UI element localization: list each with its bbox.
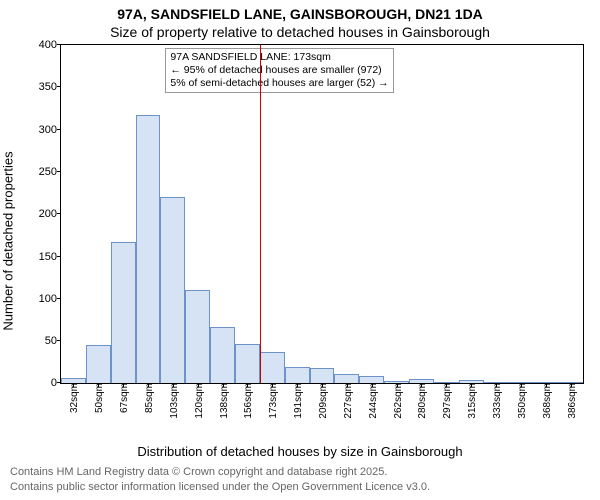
- x-tick-label: 350sqm: [517, 383, 528, 419]
- y-tick-label: 400: [39, 39, 57, 51]
- y-tick-label: 250: [39, 166, 57, 178]
- y-tick-label: 100: [39, 293, 57, 305]
- x-tick-label: 333sqm: [492, 383, 503, 419]
- x-tick-label: 209sqm: [318, 383, 329, 419]
- histogram-bar: [260, 352, 285, 383]
- y-tick-label: 150: [39, 251, 57, 263]
- x-tick-label: 244sqm: [368, 383, 379, 419]
- y-tick-label: 350: [39, 81, 57, 93]
- x-tick-label: 120sqm: [194, 383, 205, 419]
- y-tick: [57, 298, 61, 299]
- x-tick-label: 368sqm: [542, 383, 553, 419]
- y-tick: [57, 256, 61, 257]
- histogram-bar: [334, 374, 359, 383]
- x-tick-label: 156sqm: [243, 383, 254, 419]
- footer: Contains HM Land Registry data © Crown c…: [0, 463, 600, 500]
- x-tick-label: 191sqm: [293, 383, 304, 419]
- footer-line: Contains public sector information licen…: [10, 480, 590, 494]
- chart-area: Number of detached properties 97A SANDSF…: [10, 40, 590, 442]
- x-tick-label: 103sqm: [169, 383, 180, 419]
- x-axis-label: Distribution of detached houses by size …: [0, 444, 600, 459]
- histogram-bar: [210, 327, 235, 384]
- x-tick-label: 262sqm: [393, 383, 404, 419]
- x-tick-label: 227sqm: [343, 383, 354, 419]
- y-tick-label: 50: [45, 335, 57, 347]
- annotation-line: 97A SANDSFIELD LANE: 173sqm: [170, 51, 388, 64]
- x-tick-label: 386sqm: [567, 383, 578, 419]
- annotation-callout: 97A SANDSFIELD LANE: 173sqm ← 95% of det…: [165, 48, 393, 93]
- histogram-bar: [136, 115, 161, 383]
- y-axis-label: Number of detached properties: [1, 152, 16, 331]
- annotation-line: 5% of semi-detached houses are larger (5…: [170, 77, 388, 90]
- y-tick: [57, 86, 61, 87]
- histogram-bar: [86, 345, 111, 384]
- y-tick-label: 200: [39, 208, 57, 220]
- y-tick: [57, 171, 61, 172]
- x-tick-label: 280sqm: [417, 383, 428, 419]
- y-tick: [57, 340, 61, 341]
- x-tick-label: 297sqm: [442, 383, 453, 419]
- histogram-bar: [160, 197, 185, 383]
- y-tick: [57, 213, 61, 214]
- histogram-bar: [111, 242, 136, 383]
- x-tick-label: 138sqm: [219, 383, 230, 419]
- annotation-line: ← 95% of detached houses are smaller (97…: [170, 64, 388, 77]
- chart-title: 97A, SANDSFIELD LANE, GAINSBOROUGH, DN21…: [0, 6, 600, 22]
- y-tick: [57, 44, 61, 45]
- x-tick-label: 315sqm: [467, 383, 478, 419]
- plot-area: 97A SANDSFIELD LANE: 173sqm ← 95% of det…: [60, 44, 584, 384]
- y-tick-label: 0: [51, 377, 57, 389]
- reference-line: [260, 45, 261, 383]
- histogram-bar: [285, 367, 310, 383]
- histogram-bar: [235, 344, 260, 384]
- x-tick-label: 173sqm: [268, 383, 279, 419]
- x-tick-label: 67sqm: [119, 383, 130, 413]
- x-tick-label: 32sqm: [69, 383, 80, 413]
- y-tick-label: 300: [39, 124, 57, 136]
- chart-subtitle: Size of property relative to detached ho…: [0, 24, 600, 40]
- x-tick-label: 85sqm: [144, 383, 155, 413]
- histogram-bar: [185, 290, 210, 384]
- footer-line: Contains HM Land Registry data © Crown c…: [10, 465, 590, 479]
- histogram-bar: [310, 368, 335, 383]
- x-tick-label: 50sqm: [94, 383, 105, 413]
- y-tick: [57, 129, 61, 130]
